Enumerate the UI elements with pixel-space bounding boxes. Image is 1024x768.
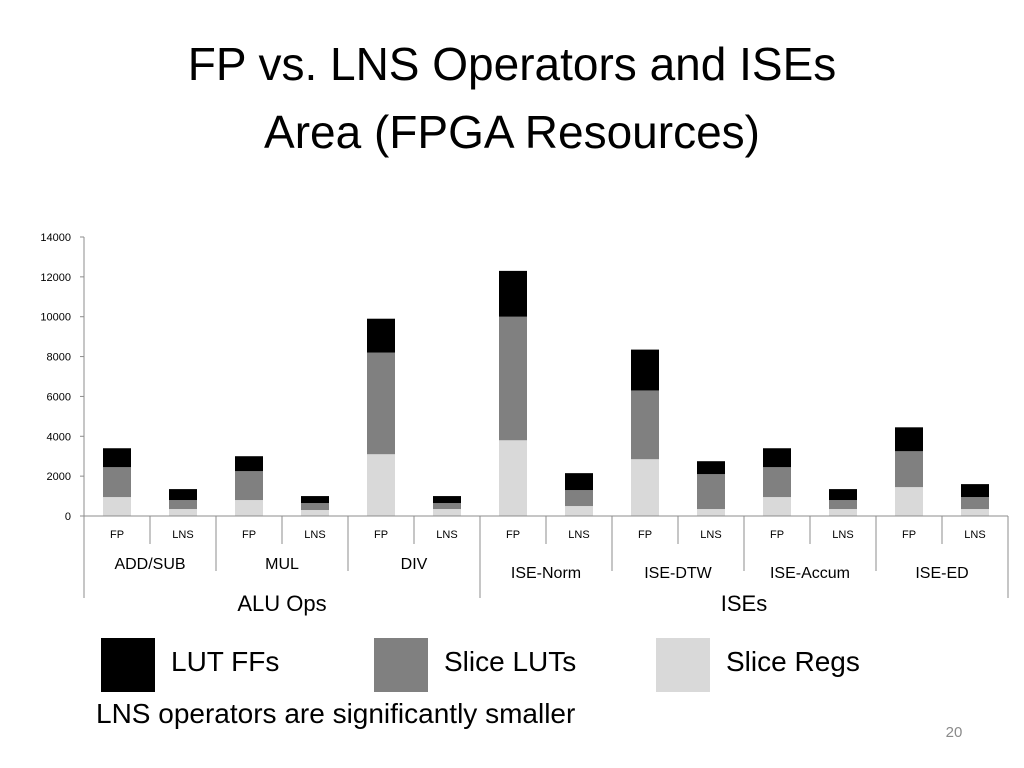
bar-segment-slice-luts (169, 500, 197, 510)
x-group-label: ISE-Accum (770, 565, 850, 582)
y-tick-label: 0 (65, 511, 71, 523)
bar-segment-lut-ffs (103, 448, 131, 468)
bar-segment-slice-regs (565, 506, 593, 516)
bar-segment-lut-ffs (763, 448, 791, 468)
bar-segment-slice-luts (961, 497, 989, 510)
x-group-label: ISE-DTW (644, 565, 712, 582)
x-supergroup-label: ALU Ops (237, 591, 326, 616)
bar-segment-slice-regs (301, 510, 329, 516)
slide-title-line-2: Area (FPGA Resources) (264, 106, 760, 158)
bar-segment-slice-regs (103, 497, 131, 516)
x-category-label: LNS (700, 529, 721, 541)
bar-segment-slice-luts (829, 500, 857, 510)
bar-segment-slice-regs (829, 509, 857, 516)
x-category-label: LNS (832, 529, 853, 541)
x-group-label: ISE-ED (915, 565, 968, 582)
legend-swatch-lut-ffs (101, 638, 155, 692)
x-category-label: FP (242, 529, 256, 541)
bar-segment-slice-luts (895, 451, 923, 488)
y-tick-label: 12000 (40, 272, 71, 284)
bar-segment-slice-luts (565, 490, 593, 507)
y-tick-label: 8000 (47, 352, 71, 364)
slide-title: FP vs. LNS Operators and ISEs Area (FPGA… (0, 30, 1024, 166)
x-category-label: FP (506, 529, 520, 541)
bar-segment-lut-ffs (301, 496, 329, 504)
bar-segment-lut-ffs (961, 484, 989, 498)
x-category-label: FP (374, 529, 388, 541)
legend-label-slice-luts: Slice LUTs (444, 646, 577, 677)
x-category-label: LNS (568, 529, 589, 541)
bar-segment-slice-regs (763, 497, 791, 516)
legend-label-lut-ffs: LUT FFs (171, 646, 280, 677)
y-tick-label: 4000 (47, 431, 71, 443)
bar-segment-slice-regs (697, 509, 725, 516)
bar-segment-lut-ffs (697, 461, 725, 475)
x-category-label: LNS (436, 529, 457, 541)
bar-segment-slice-regs (895, 487, 923, 516)
x-category-label: FP (902, 529, 916, 541)
bar-segment-lut-ffs (367, 318, 395, 353)
x-category-label: LNS (964, 529, 985, 541)
bar-segment-lut-ffs (499, 270, 527, 317)
bar-segment-lut-ffs (565, 473, 593, 491)
x-category-label: FP (638, 529, 652, 541)
bar-segment-slice-regs (235, 500, 263, 516)
legend-swatch-slice-luts (374, 638, 428, 692)
x-category-label: FP (770, 529, 784, 541)
bar-segment-slice-luts (631, 390, 659, 460)
x-group-label: ISE-Norm (511, 565, 581, 582)
bar-segment-slice-regs (631, 459, 659, 516)
bar-segment-slice-regs (499, 440, 527, 516)
y-tick-label: 14000 (40, 232, 71, 244)
bar-segment-lut-ffs (631, 349, 659, 391)
bar-segment-slice-luts (367, 352, 395, 455)
x-category-label: LNS (172, 529, 193, 541)
bar-segment-lut-ffs (829, 489, 857, 501)
bar-segment-slice-regs (433, 509, 461, 516)
y-tick-label: 10000 (40, 312, 71, 324)
bar-segment-slice-luts (235, 471, 263, 501)
bar-segment-slice-luts (499, 316, 527, 441)
bar-segment-slice-regs (961, 509, 989, 516)
x-category-label: FP (110, 529, 124, 541)
slide-note: LNS operators are significantly smaller (96, 698, 576, 729)
bar-segment-slice-luts (763, 467, 791, 498)
bar-segment-lut-ffs (433, 496, 461, 504)
x-group-label: MUL (265, 556, 299, 573)
bar-segment-lut-ffs (169, 489, 197, 501)
y-tick-label: 2000 (47, 471, 71, 483)
legend-swatch-slice-regs (656, 638, 710, 692)
bar-segment-lut-ffs (895, 427, 923, 452)
legend-label-slice-regs: Slice Regs (726, 646, 860, 677)
slide-title-line-1: FP vs. LNS Operators and ISEs (187, 38, 837, 90)
x-group-label: DIV (401, 556, 428, 573)
page-number: 20 (945, 724, 963, 741)
y-tick-label: 6000 (47, 391, 71, 403)
bar-segment-lut-ffs (235, 456, 263, 472)
bar-segment-slice-regs (367, 454, 395, 516)
x-category-label: LNS (304, 529, 325, 541)
bar-segment-slice-luts (697, 474, 725, 510)
x-supergroup-label: ISEs (721, 591, 767, 616)
x-group-label: ADD/SUB (114, 556, 185, 573)
bar-segment-slice-luts (103, 467, 131, 498)
bar-segment-slice-regs (169, 509, 197, 516)
bar-segment-slice-luts (433, 503, 461, 510)
bar-segment-slice-luts (301, 503, 329, 511)
